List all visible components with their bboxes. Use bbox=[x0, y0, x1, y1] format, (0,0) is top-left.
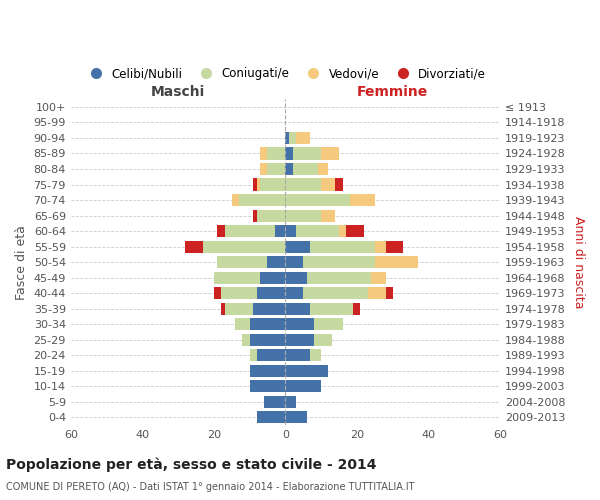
Bar bbox=[286, 132, 289, 144]
Bar bbox=[286, 240, 310, 252]
Text: Femmine: Femmine bbox=[357, 85, 428, 99]
Y-axis label: Fasce di età: Fasce di età bbox=[15, 224, 28, 300]
Bar bbox=[321, 210, 335, 222]
Bar bbox=[260, 148, 268, 160]
Bar bbox=[286, 365, 328, 377]
Text: COMUNE DI PERETO (AQ) - Dati ISTAT 1° gennaio 2014 - Elaborazione TUTTITALIA.IT: COMUNE DI PERETO (AQ) - Dati ISTAT 1° ge… bbox=[6, 482, 415, 492]
Bar bbox=[307, 272, 371, 283]
Bar bbox=[371, 272, 386, 283]
Bar bbox=[286, 210, 321, 222]
Bar bbox=[321, 148, 339, 160]
Bar bbox=[250, 365, 286, 377]
Bar bbox=[253, 178, 257, 190]
Bar bbox=[353, 302, 361, 315]
Bar bbox=[293, 148, 321, 160]
Bar bbox=[260, 178, 286, 190]
Bar bbox=[314, 318, 343, 330]
Bar bbox=[250, 380, 286, 392]
Bar bbox=[275, 225, 286, 237]
Bar bbox=[239, 194, 286, 206]
Bar bbox=[293, 163, 317, 175]
Bar bbox=[314, 334, 332, 346]
Bar bbox=[268, 256, 286, 268]
Bar bbox=[386, 287, 392, 299]
Legend: Celibi/Nubili, Coniugati/e, Vedovi/e, Divorziati/e: Celibi/Nubili, Coniugati/e, Vedovi/e, Di… bbox=[80, 62, 491, 85]
Bar bbox=[350, 194, 375, 206]
Bar bbox=[257, 210, 286, 222]
Bar bbox=[296, 132, 310, 144]
Bar bbox=[221, 302, 224, 315]
Bar bbox=[375, 240, 386, 252]
Bar bbox=[303, 256, 375, 268]
Bar bbox=[203, 240, 286, 252]
Bar bbox=[286, 287, 303, 299]
Bar bbox=[286, 225, 296, 237]
Bar bbox=[310, 240, 375, 252]
Bar bbox=[257, 412, 286, 424]
Bar bbox=[217, 225, 224, 237]
Bar bbox=[286, 318, 314, 330]
Bar bbox=[286, 412, 307, 424]
Bar bbox=[286, 334, 314, 346]
Bar bbox=[224, 302, 253, 315]
Bar bbox=[250, 318, 286, 330]
Bar bbox=[250, 349, 257, 362]
Bar bbox=[286, 396, 296, 408]
Y-axis label: Anni di nascita: Anni di nascita bbox=[572, 216, 585, 308]
Bar bbox=[286, 178, 321, 190]
Bar bbox=[224, 225, 275, 237]
Bar bbox=[286, 194, 350, 206]
Bar bbox=[286, 256, 303, 268]
Bar bbox=[235, 318, 250, 330]
Bar bbox=[268, 163, 286, 175]
Bar bbox=[257, 287, 286, 299]
Bar bbox=[264, 396, 286, 408]
Bar bbox=[253, 302, 286, 315]
Bar bbox=[303, 287, 368, 299]
Bar bbox=[268, 148, 286, 160]
Bar bbox=[242, 334, 250, 346]
Bar bbox=[260, 272, 286, 283]
Bar bbox=[286, 349, 310, 362]
Bar bbox=[260, 163, 268, 175]
Bar bbox=[386, 240, 403, 252]
Bar bbox=[257, 178, 260, 190]
Bar bbox=[250, 334, 286, 346]
Bar bbox=[339, 225, 346, 237]
Bar bbox=[286, 148, 293, 160]
Bar bbox=[368, 287, 386, 299]
Bar bbox=[296, 225, 339, 237]
Bar bbox=[289, 132, 296, 144]
Bar bbox=[217, 256, 268, 268]
Bar bbox=[335, 178, 343, 190]
Bar bbox=[346, 225, 364, 237]
Text: Popolazione per età, sesso e stato civile - 2014: Popolazione per età, sesso e stato civil… bbox=[6, 458, 377, 472]
Bar bbox=[310, 302, 353, 315]
Bar bbox=[286, 380, 321, 392]
Bar bbox=[257, 349, 286, 362]
Bar bbox=[286, 272, 307, 283]
Bar bbox=[310, 349, 321, 362]
Bar bbox=[221, 287, 257, 299]
Text: Maschi: Maschi bbox=[151, 85, 205, 99]
Bar bbox=[214, 272, 260, 283]
Bar bbox=[253, 210, 257, 222]
Bar bbox=[232, 194, 239, 206]
Bar bbox=[185, 240, 203, 252]
Bar bbox=[214, 287, 221, 299]
Bar bbox=[317, 163, 328, 175]
Bar bbox=[286, 302, 310, 315]
Bar bbox=[321, 178, 335, 190]
Bar bbox=[375, 256, 418, 268]
Bar bbox=[286, 163, 293, 175]
